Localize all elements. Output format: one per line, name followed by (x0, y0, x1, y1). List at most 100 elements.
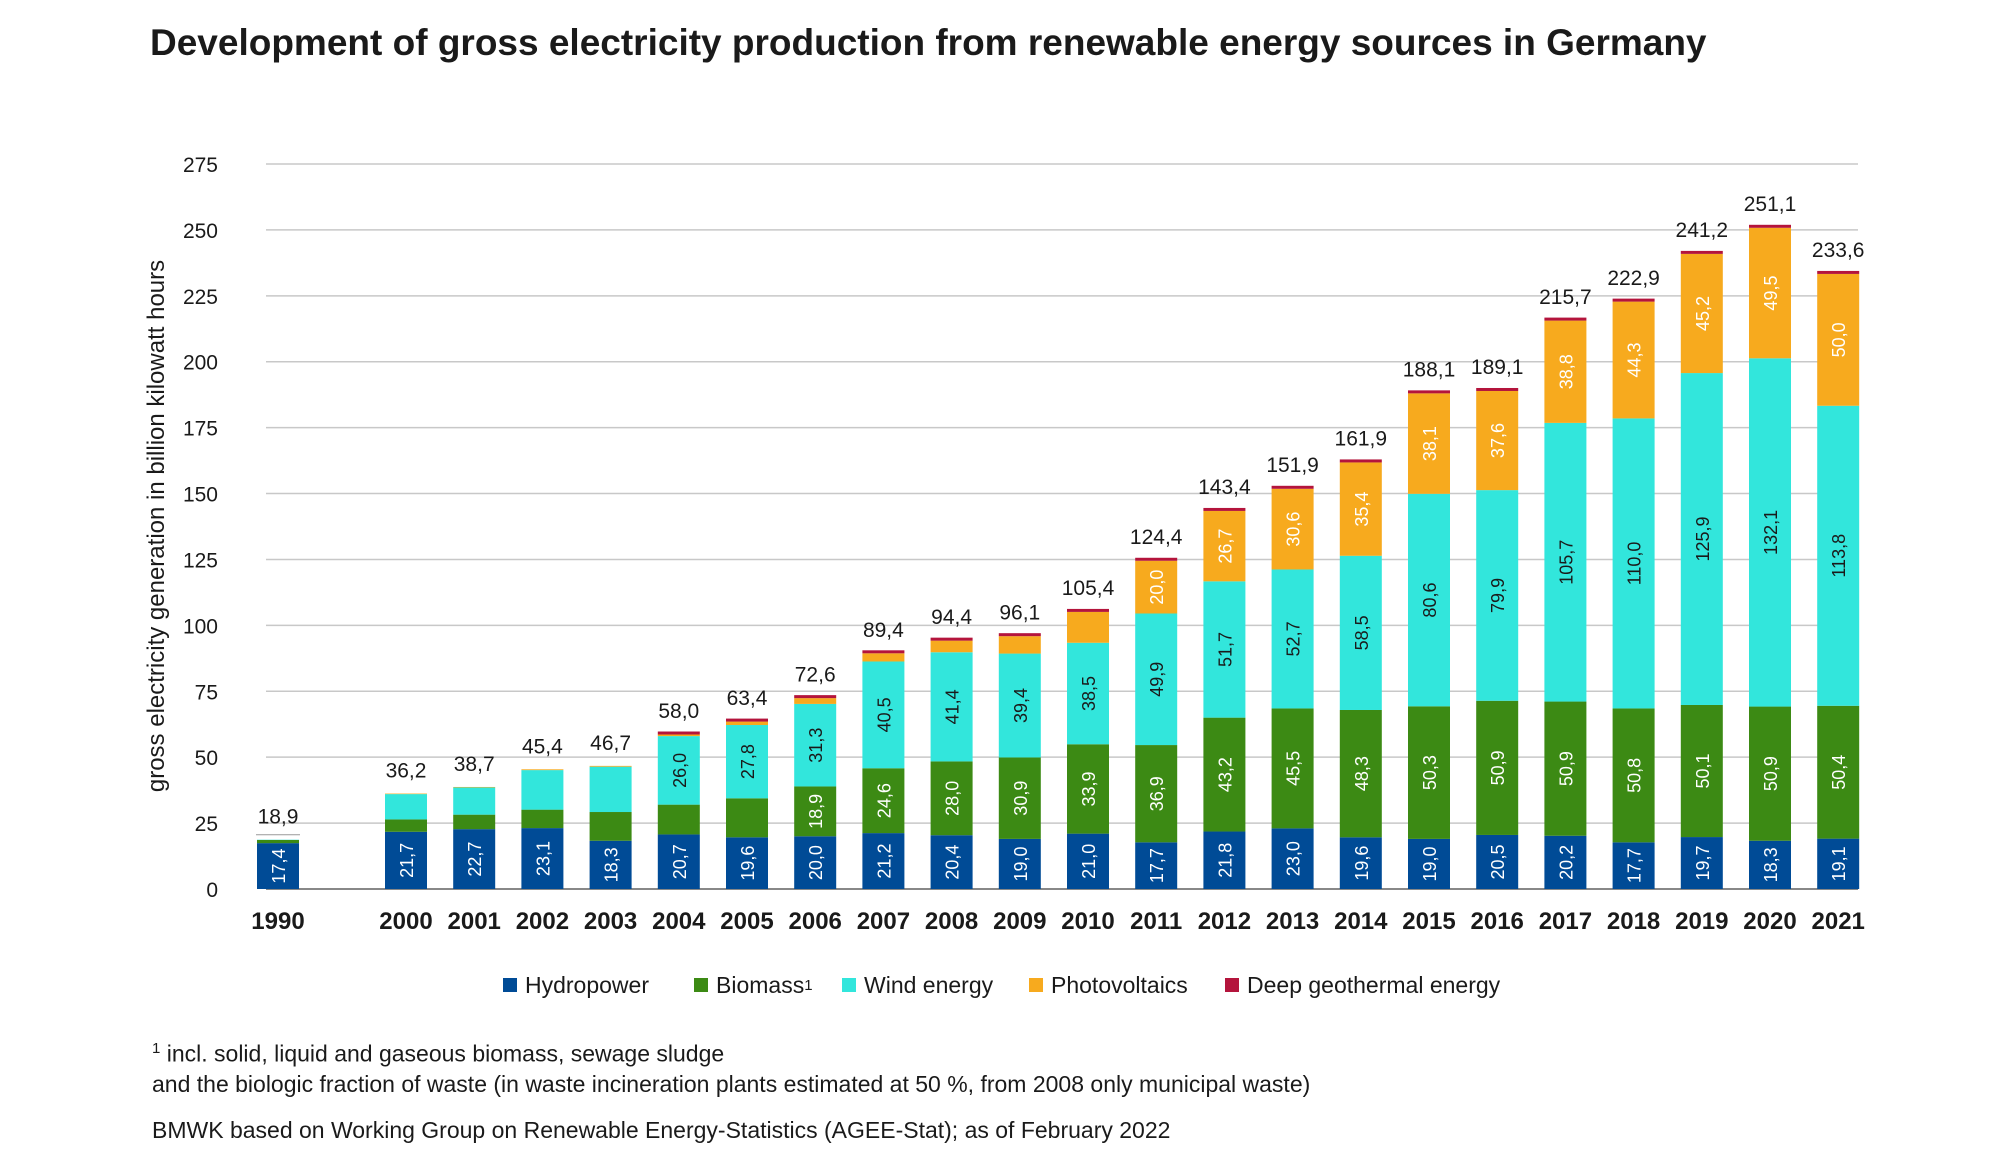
bar-photovoltaics-2019 (1680, 253, 1723, 374)
total-label-2020: 251,1 (1744, 193, 1797, 216)
bar-wind-energy-2012 (1203, 581, 1246, 718)
bar-photovoltaics-2003 (589, 765, 632, 767)
bar-photovoltaics-2012 (1203, 510, 1246, 582)
bar-deep-geothermal-energy-2015 (1408, 390, 1450, 394)
bar-biomass-1990 (257, 839, 299, 844)
legend-swatch-deep-geothermal (1225, 978, 1239, 992)
bar-photovoltaics-2004 (657, 734, 700, 737)
bar-deep-geothermal-energy-2018 (1612, 298, 1655, 302)
bar-hydropower-2003 (589, 840, 632, 889)
x-tick-label-2006: 2006 (789, 908, 842, 935)
bar-label-biomass-2021: 50,4 (1829, 755, 1849, 790)
bar-label-hydropower-2016: 20,5 (1488, 844, 1508, 879)
bar-label-hydropower-2006: 20,0 (806, 845, 826, 880)
bar-label-biomass-2017: 50,9 (1556, 751, 1576, 786)
bar-deep-geothermal-energy-2010 (1067, 608, 1109, 612)
bar-label-biomass-2008: 28,0 (943, 781, 963, 816)
x-tick-label-2015: 2015 (1402, 908, 1455, 935)
x-tick-label-2000: 2000 (379, 908, 432, 935)
bar-label-hydropower-2015: 19,0 (1420, 846, 1440, 881)
bar-biomass-2018 (1612, 708, 1655, 843)
bar-label-hydropower-2020: 18,3 (1761, 847, 1781, 882)
bar-label-hydropower-1990: 17,4 (269, 849, 289, 884)
bar-wind-energy-2010 (1067, 642, 1109, 745)
bar-hydropower-2007 (862, 833, 905, 889)
bar-label-biomass-2006: 18,9 (806, 794, 826, 829)
bar-biomass-2017 (1544, 701, 1587, 836)
bar-label-photovoltaics-2021: 50,0 (1829, 322, 1849, 357)
y-tick-label: 100 (183, 615, 218, 638)
chart-title: Development of gross electricity product… (150, 22, 1707, 63)
bar-wind-energy-2019 (1680, 373, 1723, 705)
total-label-2003: 46,7 (590, 732, 631, 755)
bar-hydropower-2020 (1749, 840, 1791, 889)
bar-label-wind-energy-2020: 132,1 (1761, 510, 1781, 555)
x-tick-label-2004: 2004 (652, 908, 706, 935)
bar-deep-geothermal-energy-2021 (1817, 270, 1860, 274)
total-label-2015: 188,1 (1403, 359, 1456, 382)
bar-label-biomass-2015: 50,3 (1420, 755, 1440, 790)
bar-label-photovoltaics-2020: 49,5 (1761, 276, 1781, 311)
legend-label-wind-energy: Wind energy (864, 971, 994, 998)
bar-label-hydropower-2018: 17,7 (1625, 848, 1645, 883)
total-label-2017: 215,7 (1539, 286, 1592, 309)
bar-label-wind-energy-2021: 113,8 (1829, 534, 1849, 578)
bar-hydropower-2015 (1408, 838, 1450, 889)
legend-label-biomass: Biomass (716, 971, 805, 998)
bar-label-biomass-2011: 36,9 (1147, 776, 1167, 811)
x-tick-label-1990: 1990 (251, 908, 304, 935)
bar-biomass-2007 (862, 768, 905, 834)
legend-label-photovoltaics: Photovoltaics (1051, 971, 1188, 998)
bar-photovoltaics-2020 (1749, 227, 1791, 359)
bar-biomass-2014 (1339, 709, 1382, 838)
bar-biomass-2005 (726, 798, 768, 838)
bar-wind-energy-2006 (794, 703, 837, 787)
bar-deep-geothermal-energy-2006 (794, 695, 837, 699)
bar-hydropower-2021 (1817, 838, 1860, 889)
bar-wind-energy-2018 (1612, 418, 1655, 709)
bar-label-hydropower-2021: 19,1 (1829, 846, 1849, 881)
x-tick-label-2005: 2005 (720, 908, 773, 935)
total-label-2021: 233,6 (1812, 239, 1865, 262)
y-tick-label: 0 (206, 879, 218, 902)
bar-photovoltaics-2005 (726, 721, 768, 726)
x-tick-label-2001: 2001 (448, 908, 501, 935)
bar-wind-energy-2014 (1339, 555, 1382, 710)
bar-label-photovoltaics-2015: 38,1 (1420, 426, 1440, 461)
bar-deep-geothermal-energy-2009 (998, 633, 1041, 637)
x-tick-label-2011: 2011 (1130, 908, 1182, 935)
total-label-2010: 105,4 (1062, 577, 1115, 600)
legend-swatch-wind-energy (842, 978, 856, 992)
total-label-2006: 72,6 (795, 664, 836, 687)
bar-label-biomass-2010: 33,9 (1079, 771, 1099, 806)
bar-photovoltaics-2016 (1476, 390, 1519, 491)
bar-label-hydropower-2009: 19,0 (1011, 846, 1031, 881)
legend-label-deep-geothermal: Deep geothermal energy (1247, 971, 1501, 998)
bar-photovoltaics-2000 (385, 793, 427, 795)
x-tick-label-2008: 2008 (925, 908, 978, 935)
bar-label-hydropower-2017: 20,2 (1556, 845, 1576, 880)
bar-deep-geothermal-energy-2014 (1339, 459, 1382, 463)
bar-deep-geothermal-energy-2005 (726, 718, 768, 722)
bar-hydropower-2011 (1135, 842, 1178, 889)
bar-label-wind-energy-2017: 105,7 (1556, 540, 1576, 585)
legend-item-deep-geothermal: Deep geothermal energy (1225, 968, 1500, 1002)
total-label-2002: 45,4 (522, 735, 563, 758)
bar-photovoltaics-2014 (1339, 462, 1382, 556)
bar-hydropower-1990 (257, 843, 299, 889)
bar-label-wind-energy-2007: 40,5 (874, 697, 894, 732)
y-tick-label: 150 (183, 484, 218, 507)
y-tick-label: 275 (183, 154, 218, 177)
bar-photovoltaics-2021 (1817, 273, 1860, 406)
bar-label-photovoltaics-2017: 38,8 (1556, 354, 1576, 389)
bar-label-photovoltaics-2014: 35,4 (1352, 492, 1372, 527)
bar-deep-geothermal-energy-2017 (1544, 317, 1587, 321)
bar-label-photovoltaics-2016: 37,6 (1488, 423, 1508, 458)
bar-photovoltaics-2010 (1067, 611, 1109, 643)
bar-label-photovoltaics-2011: 20,0 (1147, 570, 1167, 605)
legend-footnote-mark: 1 (804, 976, 813, 994)
bar-photovoltaics-2015 (1408, 393, 1450, 494)
bar-hydropower-2002 (521, 828, 564, 889)
legend-item-photovoltaics: Photovoltaics (1029, 968, 1188, 1002)
bar-label-biomass-2014: 48,3 (1352, 756, 1372, 791)
